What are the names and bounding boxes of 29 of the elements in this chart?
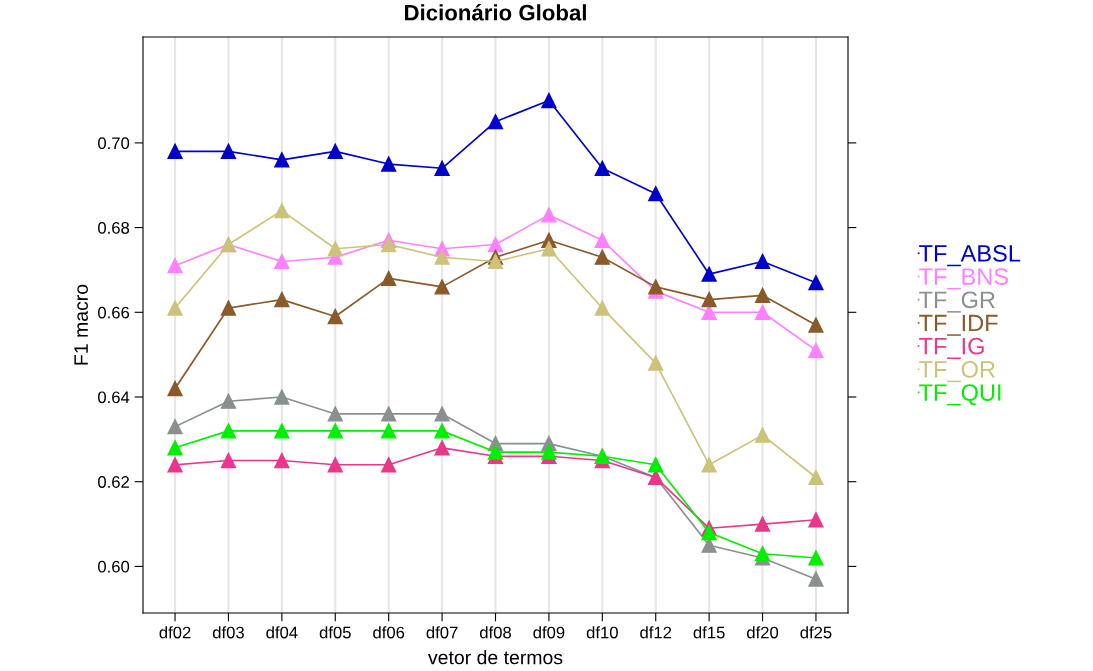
chart-title: Dicionário Global [405, 4, 586, 21]
y-tick-label: 0.66 [98, 306, 130, 319]
legend-label: TF_BNS [919, 268, 1009, 290]
x-tick-label: df10 [586, 626, 618, 639]
x-tick-label: df06 [373, 626, 405, 639]
y-tick-label: 0.62 [98, 476, 129, 488]
legend-label: TF_IDF [919, 314, 998, 336]
x-tick-label: df03 [212, 626, 244, 639]
x-tick-label: df04 [266, 626, 298, 639]
x-tick-label: df02 [159, 626, 191, 639]
legend-label: TF_OR [919, 361, 995, 383]
x-axis-title: vetor de termos [428, 650, 563, 665]
y-tick-label: 0.70 [98, 137, 130, 150]
y-axis-title: F1 macro [74, 284, 88, 365]
legend-label: TF_QUI [919, 384, 1001, 406]
x-tick-label: df05 [319, 626, 351, 639]
x-tick-label: df09 [533, 626, 565, 639]
x-tick-label: df25 [800, 626, 832, 639]
x-tick-label: df15 [693, 626, 725, 639]
y-tick-label: 0.68 [98, 221, 130, 234]
legend-label: TF_GR [919, 291, 995, 313]
legend-label: TF_ABSL [919, 245, 1021, 267]
x-tick-label: df08 [479, 626, 511, 639]
x-tick-label: df12 [640, 626, 672, 639]
legend-label: TF_IG [919, 337, 984, 359]
y-tick-label: 0.64 [98, 391, 130, 404]
x-tick-label: df20 [747, 626, 779, 639]
x-tick-label: df07 [426, 626, 458, 639]
y-tick-label: 0.60 [98, 560, 130, 573]
